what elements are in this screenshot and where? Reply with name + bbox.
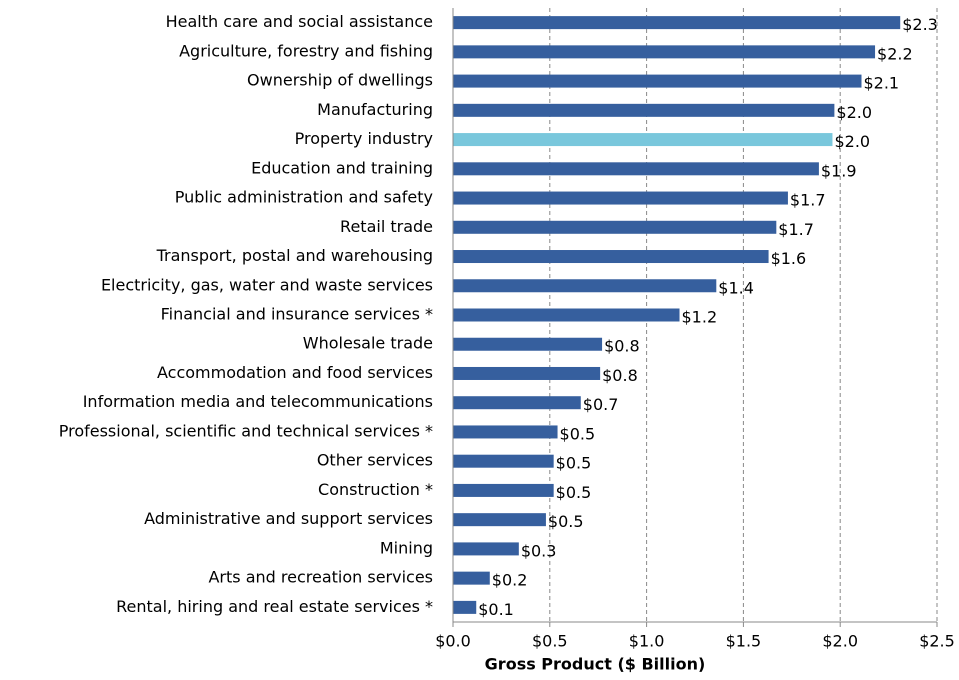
value-label: $2.3 — [902, 15, 938, 34]
bar — [453, 220, 777, 234]
value-label: $1.9 — [821, 161, 857, 180]
value-label: $0.5 — [560, 424, 596, 443]
value-label: $2.1 — [863, 74, 899, 93]
bar — [453, 396, 581, 410]
bar — [453, 250, 769, 264]
y-tick-label: Construction * — [318, 480, 433, 499]
value-label: $0.5 — [548, 512, 584, 531]
bar — [453, 308, 680, 322]
y-tick-label: Rental, hiring and real estate services … — [116, 597, 433, 616]
y-tick-label: Other services — [317, 451, 433, 470]
y-tick-label: Ownership of dwellings — [247, 71, 433, 90]
bar — [453, 74, 862, 88]
bar — [453, 454, 554, 468]
y-tick-label: Information media and telecommunications — [83, 392, 433, 411]
x-tick-label: $1.5 — [726, 632, 762, 651]
value-label: $1.4 — [718, 278, 754, 297]
x-tick-label: $0.5 — [532, 632, 568, 651]
y-tick-label: Financial and insurance services * — [161, 305, 433, 324]
y-tick-label: Education and training — [251, 158, 433, 177]
bar — [453, 425, 558, 439]
value-label: $1.7 — [778, 220, 814, 239]
bar — [453, 600, 477, 614]
value-label: $0.1 — [478, 600, 514, 619]
y-tick-label: Administrative and support services — [144, 509, 433, 528]
y-tick-label: Retail trade — [340, 217, 433, 236]
y-tick-label: Mining — [380, 538, 433, 557]
value-label: $0.3 — [521, 541, 557, 560]
value-label: $2.2 — [877, 44, 913, 63]
value-label: $0.7 — [583, 395, 619, 414]
y-tick-label: Wholesale trade — [303, 334, 433, 353]
value-label: $0.5 — [556, 483, 592, 502]
value-label: $0.8 — [604, 337, 640, 356]
bar — [453, 337, 603, 351]
value-label: $2.0 — [836, 103, 872, 122]
bar — [453, 162, 819, 176]
y-tick-label: Professional, scientific and technical s… — [59, 421, 433, 440]
y-tick-label: Public administration and safety — [175, 188, 433, 207]
value-label: $0.8 — [602, 366, 638, 385]
bar — [453, 45, 876, 59]
y-tick-label: Transport, postal and warehousing — [156, 246, 433, 265]
bar — [453, 542, 519, 556]
value-label: $2.0 — [834, 132, 870, 151]
value-label: $1.6 — [771, 249, 807, 268]
value-label: $0.2 — [492, 571, 528, 590]
x-tick-label: $1.0 — [629, 632, 665, 651]
x-tick-label: $0.0 — [435, 632, 471, 651]
bar — [453, 191, 788, 205]
y-tick-label: Arts and recreation services — [208, 568, 433, 587]
bar — [453, 571, 490, 585]
bar — [453, 133, 833, 147]
value-label: $1.2 — [682, 308, 718, 327]
bar — [453, 279, 717, 293]
y-tick-label: Manufacturing — [317, 100, 433, 119]
x-axis-title: Gross Product ($ Billion) — [485, 655, 706, 674]
value-label: $0.5 — [556, 454, 592, 473]
bar — [453, 16, 901, 30]
bar — [453, 483, 554, 497]
x-tick-label: $2.5 — [919, 632, 955, 651]
y-tick-label: Health care and social assistance — [166, 12, 433, 31]
x-tick-label: $2.0 — [822, 632, 858, 651]
y-tick-label: Agriculture, forestry and fishing — [179, 41, 433, 60]
y-tick-label: Accommodation and food services — [157, 363, 433, 382]
bar — [453, 513, 546, 527]
bar — [453, 366, 601, 380]
bar — [453, 103, 835, 117]
y-tick-label: Property industry — [295, 129, 433, 148]
value-label: $1.7 — [790, 191, 826, 210]
y-tick-label: Electricity, gas, water and waste servic… — [101, 275, 433, 294]
